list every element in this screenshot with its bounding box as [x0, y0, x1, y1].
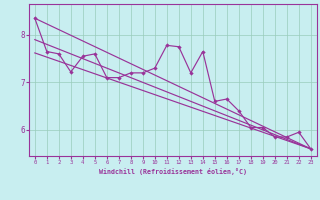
X-axis label: Windchill (Refroidissement éolien,°C): Windchill (Refroidissement éolien,°C): [99, 168, 247, 175]
